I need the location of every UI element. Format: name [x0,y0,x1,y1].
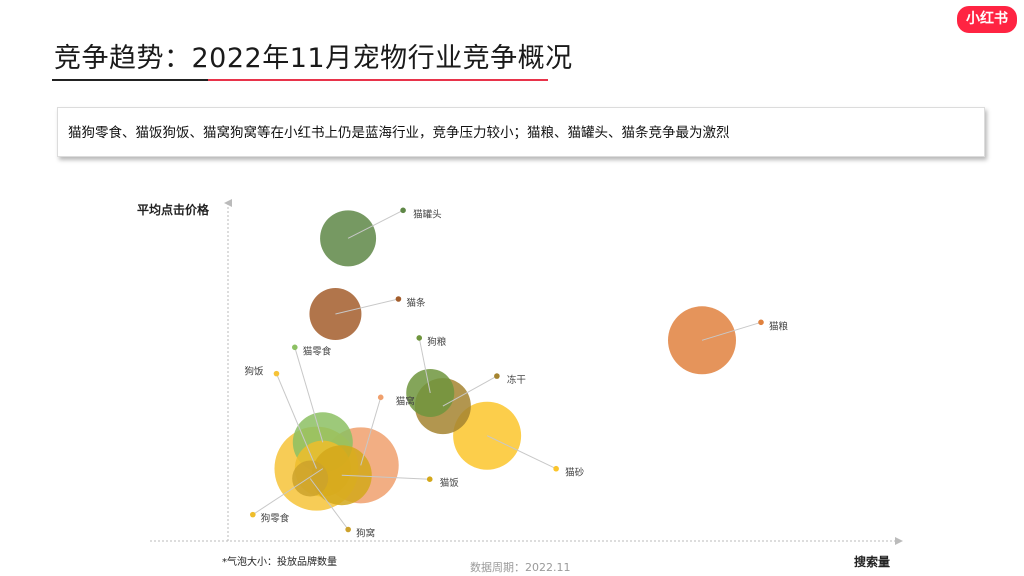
legend-dot-猫零食 [292,344,298,351]
data-period: 数据周期：2022.11 [470,561,571,574]
legend-dot-猫条 [395,296,402,302]
legend-dot-狗粮 [416,335,423,341]
leader-line-冻干 [442,375,498,407]
legend-dot-狗零食 [250,511,256,518]
leader-line-猫粮 [701,321,762,341]
legend-dot-冻干 [494,373,500,379]
bubble-label-猫粮: 猫粮 [769,320,789,332]
leader-line-猫饭 [341,474,430,480]
leader-line-狗粮 [418,337,431,394]
bubble-label-狗零食: 狗零食 [261,513,290,525]
leader-line-猫条 [335,298,399,315]
leader-line-狗窝 [309,478,349,530]
bubble-label-猫饭: 猫饭 [440,477,460,489]
legend-dot-猫罐头 [400,207,406,214]
legend-dot-猫粮 [758,319,764,326]
legend-dot-猫窝 [377,394,384,401]
leader-line-猫罐头 [347,209,404,239]
xiaohongshu-logo: 小红书 [957,6,1017,33]
x-axis-arrow [895,537,903,545]
title-underline [52,79,548,81]
summary-box: 猫狗零食、猫饭狗饭、猫窝狗窝等在小红书上仍是蓝海行业，竞争压力较小；猫粮、猫罐头… [57,107,985,157]
title-underline-dark [52,79,208,81]
bubble-label-猫罐头: 猫罐头 [413,208,442,220]
bubble-label-狗饭: 狗饭 [244,366,264,378]
leader-line-猫砂 [486,435,557,470]
legend-dot-猫饭 [426,476,433,483]
legend-dot-猫砂 [553,465,559,472]
y-axis-label: 平均点击价格 [137,203,210,217]
legend-dot-狗窝 [345,526,351,533]
bubble-label-猫条: 猫条 [406,297,426,309]
x-axis-label: 搜索量 [854,555,891,569]
bubble-label-狗窝: 狗窝 [356,527,375,539]
bubble-label-猫窝: 猫窝 [396,395,415,407]
bubble-label-冻干: 冻干 [507,374,526,386]
bubble-label-狗粮: 狗粮 [427,336,447,348]
leader-line-猫窝 [360,397,382,466]
leader-line-猫零食 [294,347,324,443]
bubble-size-note: *气泡大小：投放品牌数量 [222,557,337,568]
leader-line-狗饭 [276,373,317,469]
title-underline-red [208,79,548,81]
page-title: 竞争趋势：2022年11月宠物行业竞争概况 [54,43,573,74]
bubble-label-猫砂: 猫砂 [565,467,585,479]
bubble-label-猫零食: 猫零食 [303,345,332,357]
leader-line-狗零食 [252,468,324,516]
legend-dot-狗饭 [273,370,280,377]
